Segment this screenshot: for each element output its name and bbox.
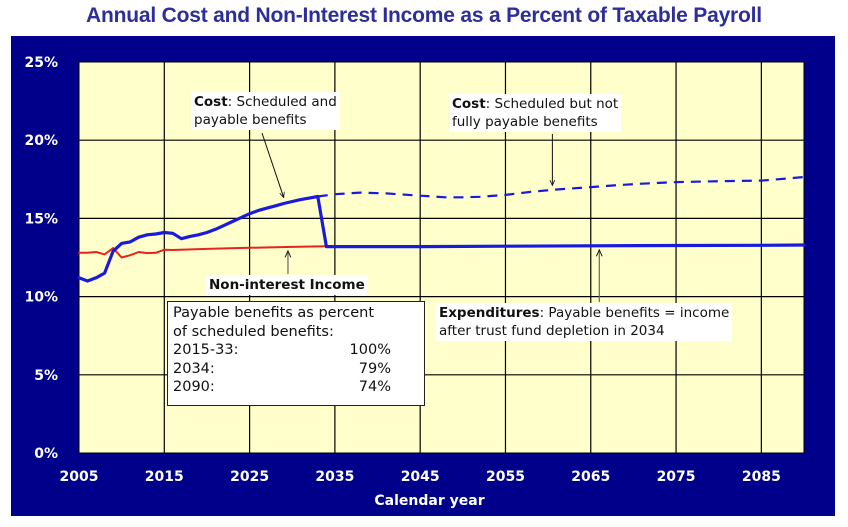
annotation-arrows (261, 132, 599, 302)
x-axis-label: Calendar year (374, 493, 484, 509)
table-heading-line1: Payable benefits as percent (173, 305, 375, 321)
y-axis-ticks: 0% 5% 10% 15% 20% 25% (24, 55, 58, 462)
x-tick-label: 2045 (401, 469, 440, 485)
table-value: 74% (358, 379, 391, 395)
annotation-bold: Cost (194, 94, 228, 110)
table-value: 100% (349, 342, 391, 358)
y-tick-label: 25% (24, 55, 58, 71)
y-tick-label: 20% (24, 133, 58, 149)
y-tick-label: 15% (24, 211, 58, 227)
annotation-text: : Scheduled but not (485, 96, 619, 112)
series-line-cost-scheduled-and-payable-benefits (77, 194, 320, 283)
annotation-text: fully payable benefits (452, 114, 598, 130)
table-period: 2015-33: (173, 342, 239, 358)
table-value: 79% (358, 360, 391, 377)
table-row: 2034: 79% (173, 360, 419, 379)
y-tick-label: 10% (24, 290, 58, 306)
x-tick-label: 2065 (571, 469, 610, 485)
annotation-bold: Cost (452, 96, 486, 112)
annotation-text: payable benefits (194, 112, 307, 128)
table-row: 2090: 74% (173, 378, 419, 397)
x-tick-label: 2085 (742, 469, 781, 485)
annotation-text: after trust fund depletion in 2034 (439, 323, 665, 339)
chart-title: Annual Cost and Non-Interest Income as a… (86, 4, 762, 27)
annotation-expenditures: Expenditures: Payable benefits = income … (436, 303, 733, 341)
table-period: 2034: (173, 360, 215, 377)
y-tick-label: 0% (34, 446, 58, 462)
table-period: 2090: (173, 379, 215, 395)
payable-benefits-table: Payable benefits as percent of scheduled… (167, 301, 425, 406)
annotation-text: : Scheduled and (227, 94, 337, 110)
table-heading-line2: of scheduled benefits: (173, 323, 334, 340)
table-row: 2015-33: 100% (173, 341, 419, 360)
annotation-bold: Expenditures (439, 305, 540, 321)
series-line-cost-scheduled-but-not-fully-payable-ben (317, 175, 805, 199)
x-tick-label: 2015 (145, 469, 184, 485)
annotation-cost-scheduled-payable: Cost: Scheduled and payable benefits (191, 92, 340, 130)
x-tick-label: 2035 (315, 469, 354, 485)
x-tick-label: 2075 (657, 469, 696, 485)
annotation-text: : Payable benefits = income (539, 305, 730, 321)
x-tick-label: 2005 (60, 469, 99, 485)
annotation-cost-not-fully-payable: Cost: Scheduled but not fully payable be… (449, 94, 622, 132)
series-group (77, 175, 806, 283)
y-tick-label: 5% (34, 368, 58, 384)
series-line-expenditures-payable-benefits-income-aft (316, 194, 806, 249)
x-tick-label: 2055 (486, 469, 525, 485)
x-tick-label: 2025 (230, 469, 269, 485)
x-axis-ticks: 2005 2015 2025 2035 2045 2055 2065 2075 2085 (60, 469, 781, 485)
annotation-non-interest-income: Non-interest Income (206, 275, 368, 295)
gridlines (79, 62, 804, 453)
series-line-non-interest-income (78, 245, 328, 259)
arrow-cost-scheduled-payable (261, 132, 284, 198)
